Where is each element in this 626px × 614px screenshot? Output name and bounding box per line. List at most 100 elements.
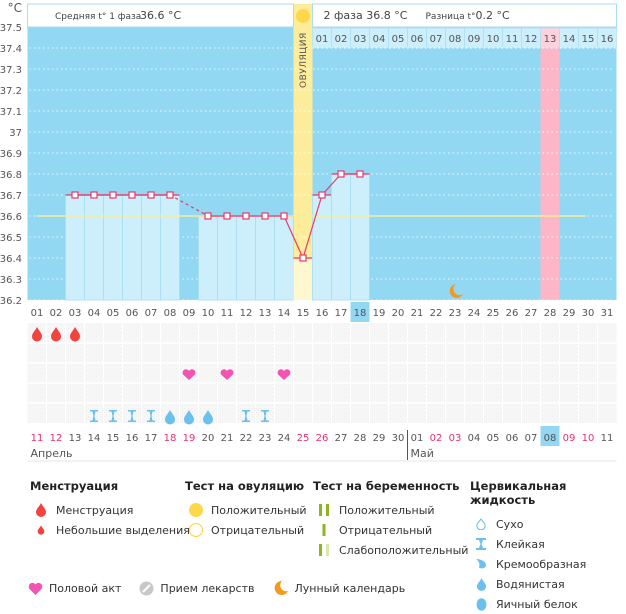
cycle-day-label: 05 bbox=[107, 308, 120, 319]
phase2-label: 2 фаза 36.8 °C bbox=[324, 9, 408, 22]
calendar-date-label: 27 bbox=[335, 433, 348, 444]
temp-point bbox=[280, 212, 288, 220]
legend-cervical-fluid: Цервикальная жидкость Сухо Клейкая Кремо… bbox=[470, 479, 626, 614]
calendar-date-label: 08 bbox=[544, 433, 557, 444]
legend-item: Слабоположительный bbox=[313, 540, 468, 560]
watery-drop-icon bbox=[470, 577, 492, 591]
calendar-date-label: 23 bbox=[259, 433, 272, 444]
calendar-date-label: 01 bbox=[411, 433, 424, 444]
creamy-icon bbox=[470, 558, 492, 570]
cycle-day-label: 07 bbox=[145, 308, 158, 319]
cycle-day-label: 11 bbox=[221, 308, 234, 319]
sticky-icon bbox=[109, 410, 117, 422]
temp-point bbox=[109, 191, 117, 199]
y-unit-label: °C bbox=[8, 1, 22, 15]
legend-title: Тест на овуляцию bbox=[185, 479, 305, 493]
cycle-day-label: 15 bbox=[297, 308, 310, 319]
cycle-day-label: 06 bbox=[126, 308, 139, 319]
legend-item: Кремообразная bbox=[470, 554, 626, 574]
y-tick-label: 37.3 bbox=[0, 65, 22, 76]
temp-bar bbox=[236, 215, 256, 301]
sun-positive-icon bbox=[185, 502, 207, 518]
cycle-day-label: 31 bbox=[601, 308, 614, 319]
legend-item: Положительный bbox=[185, 500, 307, 520]
phase2-day-label: 11 bbox=[506, 34, 519, 45]
calendar-date-label: 14 bbox=[88, 433, 101, 444]
temp-bar bbox=[103, 194, 123, 301]
calendar-date-label: 15 bbox=[107, 433, 120, 444]
phase2-day-label: 14 bbox=[563, 34, 576, 45]
legend-item: Половой акт bbox=[28, 582, 121, 595]
watery-drop-icon bbox=[165, 410, 175, 425]
cycle-day-label: 29 bbox=[563, 308, 576, 319]
y-tick-label: 36.5 bbox=[0, 233, 22, 244]
watery-drop-icon bbox=[184, 410, 194, 425]
temp-point bbox=[204, 212, 212, 220]
temp-line-segment bbox=[169, 194, 209, 217]
calendar-date-label: 18 bbox=[164, 433, 177, 444]
phase2-day-label: 10 bbox=[487, 34, 500, 45]
temp-bar bbox=[122, 194, 142, 301]
legend-item: Прием лекарств bbox=[139, 581, 255, 596]
y-tick-label: 37.4 bbox=[0, 44, 22, 55]
temp-bar bbox=[350, 173, 370, 301]
temp-line-segment bbox=[283, 215, 304, 259]
temp-point bbox=[223, 212, 231, 220]
calendar-date-label: 29 bbox=[373, 433, 386, 444]
blood-drop-icon bbox=[32, 327, 42, 342]
cycle-day-label: 20 bbox=[392, 308, 405, 319]
legend-item: Отрицательный bbox=[313, 520, 468, 540]
diff-value: 0.2 °C bbox=[476, 9, 510, 22]
legend-label: Небольшие выделения bbox=[56, 523, 190, 537]
two-lines-icon bbox=[313, 504, 335, 516]
temp-bar bbox=[217, 215, 237, 301]
heart-icon bbox=[28, 582, 43, 595]
legend-label: Слабоположительный bbox=[339, 543, 469, 557]
phase2-day-label: 07 bbox=[430, 34, 443, 45]
legend-menstruation: Менструация Менструация Небольшие выделе… bbox=[30, 479, 190, 540]
sticky-icon bbox=[128, 410, 136, 422]
month-label: Апрель bbox=[31, 447, 73, 460]
cycle-day-label: 28 bbox=[544, 308, 557, 319]
legend-label: Положительный bbox=[339, 503, 435, 517]
phase1-label: Средняя t° 1 фаза bbox=[55, 12, 141, 22]
events-area bbox=[27, 323, 617, 423]
y-tick-label: 37 bbox=[9, 128, 22, 139]
legend-item: Отрицательный bbox=[185, 520, 307, 540]
moon-icon bbox=[449, 284, 463, 298]
calendar-date-label: 02 bbox=[430, 433, 443, 444]
calendar-date-label: 09 bbox=[563, 433, 576, 444]
phase2-day-label: 04 bbox=[373, 34, 386, 45]
y-tick-label: 36.9 bbox=[0, 149, 22, 160]
temp-point bbox=[128, 191, 136, 199]
diff-label: Разница t° bbox=[426, 12, 476, 22]
legend-label: Кремообразная bbox=[496, 557, 587, 571]
y-tick-label: 36.7 bbox=[0, 191, 22, 202]
cycle-day-label: 14 bbox=[278, 308, 291, 319]
calendar-date-label: 26 bbox=[316, 433, 329, 444]
circle-negative-icon bbox=[185, 522, 207, 538]
y-tick-label: 36.6 bbox=[0, 212, 22, 223]
calendar-date-label: 10 bbox=[582, 433, 595, 444]
legend-item: Клейкая bbox=[470, 534, 626, 554]
phase2-day-cell bbox=[597, 27, 617, 49]
temp-point bbox=[242, 212, 250, 220]
legend-item: Лунный календарь bbox=[273, 580, 405, 596]
cycle-day-label: 10 bbox=[202, 308, 215, 319]
phase2-day-label: 08 bbox=[449, 34, 462, 45]
sun-icon bbox=[296, 9, 310, 23]
legend-title: Менструация bbox=[30, 479, 119, 493]
temp-bar bbox=[293, 258, 313, 300]
phase2-header bbox=[312, 3, 617, 28]
legend-other: Половой акт Прием лекарств Лунный календ… bbox=[28, 580, 423, 596]
phase2-day-label: 16 bbox=[601, 34, 614, 45]
phase2-day-label: 12 bbox=[525, 34, 538, 45]
legend-item: Менструация bbox=[30, 500, 190, 520]
temp-point bbox=[337, 170, 345, 178]
legend-label: Сухо bbox=[496, 517, 524, 531]
cycle-day-label: 22 bbox=[430, 308, 443, 319]
cycle-day-label: 01 bbox=[31, 308, 44, 319]
pill-icon bbox=[139, 581, 154, 595]
cycle-day-label: 13 bbox=[259, 308, 272, 319]
temp-bar bbox=[331, 173, 351, 301]
